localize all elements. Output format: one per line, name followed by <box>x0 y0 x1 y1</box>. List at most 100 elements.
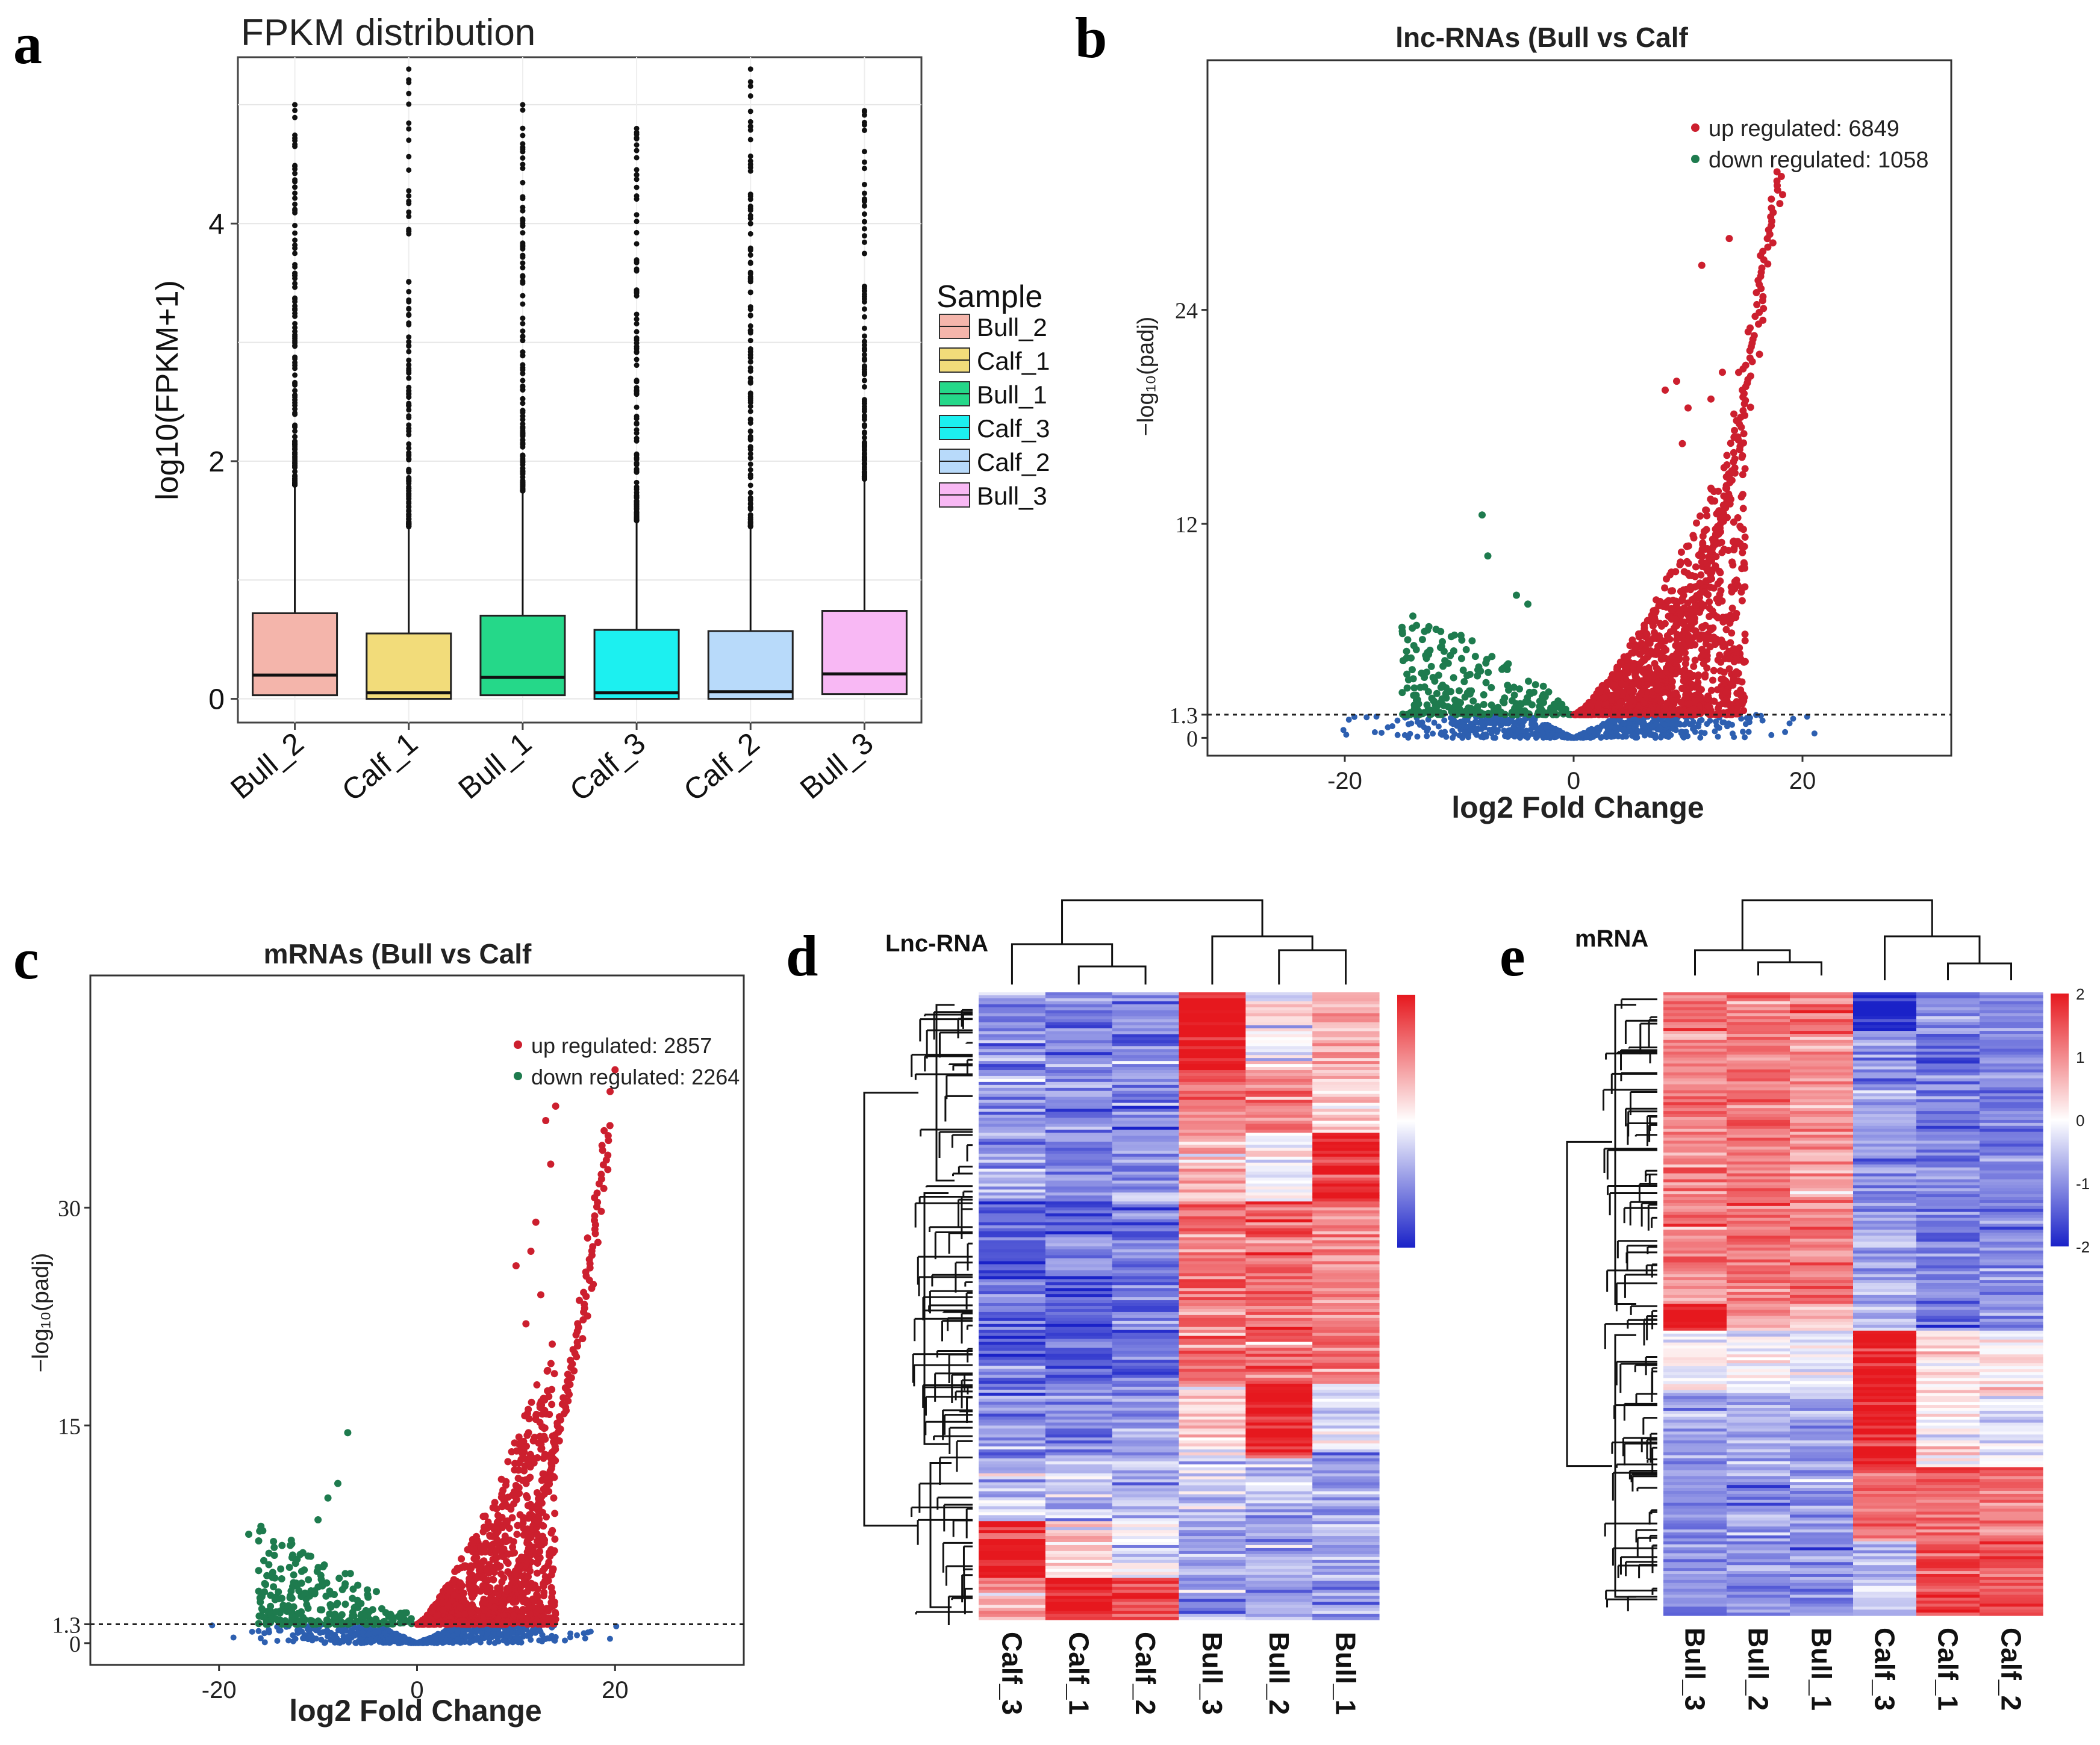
panel-a-outlier <box>747 506 753 512</box>
panel-a-outlier <box>406 126 412 132</box>
volcano-point-ns <box>1491 725 1498 732</box>
panel-a-outlier <box>747 408 753 414</box>
volcano-point-down <box>346 1619 354 1627</box>
volcano-point-ns <box>1623 733 1630 740</box>
panel-a-outlier <box>861 364 867 370</box>
panel-a-outlier <box>406 415 412 421</box>
volcano-point-down <box>1404 676 1412 683</box>
volcano-point-up <box>1678 595 1686 603</box>
volcano-point-ns <box>1657 724 1663 731</box>
volcano-point-ns <box>1600 721 1607 727</box>
panel-a-outlier <box>292 114 298 120</box>
volcano-point-down <box>245 1531 253 1538</box>
panel-a-outlier <box>861 203 867 209</box>
volcano-point-down <box>1399 657 1407 665</box>
volcano-point-up <box>1741 564 1749 572</box>
volcano-point-down <box>1540 698 1548 706</box>
panel-a-outlier <box>634 362 640 369</box>
volcano-point-up <box>1756 350 1763 358</box>
panel-a-outlier <box>634 460 640 466</box>
panel-a-outlier <box>861 108 867 114</box>
panel-a-outlier <box>406 101 412 107</box>
volcano-point-ns <box>344 1637 351 1644</box>
volcano-point-down <box>265 1561 273 1569</box>
volcano-point-ns <box>509 1629 516 1636</box>
volcano-point-down <box>1531 681 1539 689</box>
volcano-point-ns <box>1371 729 1378 735</box>
volcano-point-ns <box>474 1634 481 1640</box>
panel-a-outlier <box>747 512 753 518</box>
volcano-point-down <box>332 1601 340 1609</box>
volcano-point-ns <box>582 1635 588 1641</box>
panel-a-outlier <box>747 375 753 381</box>
volcano-point-down <box>1480 700 1488 708</box>
panel-a-outlier <box>634 311 640 317</box>
panel-a-outlier <box>634 135 640 142</box>
volcano-point-down <box>277 1565 285 1573</box>
volcano-point-up <box>1657 636 1665 644</box>
volcano-point-up <box>1670 690 1678 698</box>
panel-a-outlier <box>634 142 640 148</box>
panel-a-outlier <box>292 299 298 305</box>
volcano-point-up <box>526 1451 534 1458</box>
panel-a-outlier <box>292 388 298 394</box>
volcano-point-up <box>1610 681 1618 689</box>
panel-a-outlier <box>406 137 412 143</box>
volcano-point-ns <box>255 1628 262 1634</box>
volcano-point-up <box>1759 293 1767 300</box>
volcano-point-up <box>1667 587 1675 595</box>
panel-a-outlier <box>292 163 298 169</box>
panel-a-outlier <box>520 378 526 384</box>
panel-a-outlier <box>634 499 640 505</box>
panel-a-outlier <box>520 179 526 185</box>
volcano-point-down <box>290 1571 298 1579</box>
panel-a-outlier <box>747 66 753 72</box>
volcano-point-ns <box>1640 720 1647 726</box>
volcano-point-up <box>1739 526 1747 533</box>
panel-a-outlier <box>634 456 640 462</box>
panel-a-outlier <box>406 209 412 215</box>
panel-a-outlier <box>747 323 753 329</box>
panel-a-outlier <box>292 320 298 326</box>
volcano-point-down <box>361 1613 369 1620</box>
volcano-point-ns <box>360 1629 366 1635</box>
volcano-point-up <box>1746 372 1754 380</box>
volcano-point-up <box>538 1423 546 1431</box>
volcano-point-up <box>1728 629 1736 637</box>
panel-a-outlier <box>292 475 298 481</box>
volcano-point-up <box>513 1531 521 1538</box>
volcano-point-up <box>1729 676 1737 683</box>
volcano-point-ns <box>477 1639 484 1646</box>
panel-a-outlier <box>406 450 412 456</box>
panel-a-outlier <box>634 329 640 335</box>
volcano-point-up <box>1636 650 1644 658</box>
panel-a-outlier <box>520 166 526 172</box>
volcano-point-ns <box>1517 735 1524 741</box>
panel-a-outlier <box>520 260 526 266</box>
volcano-point-ns <box>1811 730 1818 737</box>
panel-a-outlier <box>520 141 526 147</box>
volcano-point-down <box>1410 642 1418 650</box>
panel-a-outlier <box>634 421 640 427</box>
panel-a-outlier <box>520 196 526 202</box>
volcano-point-down <box>1510 691 1518 699</box>
volcano-point-down <box>1474 666 1482 674</box>
panel-a-outlier <box>406 432 412 438</box>
panel-a-outlier <box>747 330 753 336</box>
volcano-point-ns <box>1536 726 1543 733</box>
volcano-point-ns <box>1642 732 1648 739</box>
volcano-point-ns <box>1430 730 1436 737</box>
volcano-point-ns <box>249 1628 255 1635</box>
volcano-point-ns <box>486 1636 493 1643</box>
volcano-point-up <box>1671 697 1679 705</box>
panel-a-xtick-label: Bull_1 <box>452 726 538 806</box>
panel-a-outlier <box>747 290 753 296</box>
volcano-point-ns <box>1405 735 1412 741</box>
volcano-point-up <box>1738 597 1746 605</box>
panel-a-outlier <box>861 356 867 362</box>
panel-a-outlier <box>634 379 640 385</box>
volcano-point-down <box>1434 710 1442 718</box>
panel-a-outlier <box>520 293 526 299</box>
volcano-point-ns <box>1557 732 1564 739</box>
volcano-point-up <box>547 1571 555 1579</box>
